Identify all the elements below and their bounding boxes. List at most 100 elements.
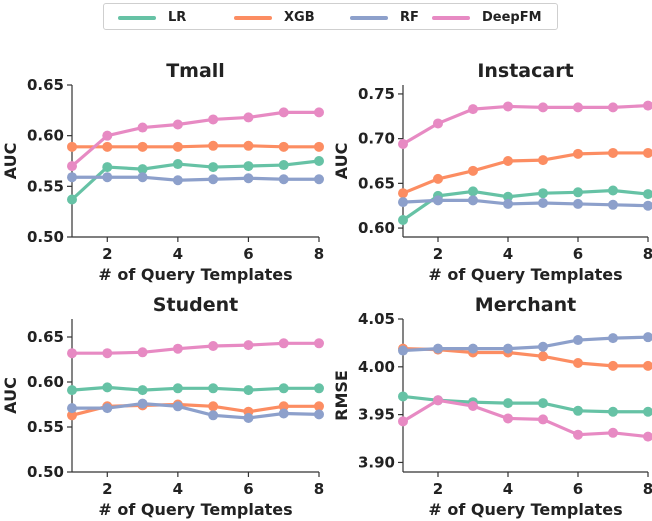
student-point-deepfm: [67, 348, 77, 359]
instacart-point-rf: [503, 198, 513, 209]
merchant-point-xgb: [608, 360, 618, 371]
tmall-point-deepfm: [314, 107, 324, 118]
student-point-deepfm: [243, 340, 254, 351]
student-point-lr: [67, 385, 77, 396]
instacart-point-xgb: [573, 148, 583, 159]
merchant-point-lr: [573, 405, 583, 416]
legend-item-lr: LR: [118, 4, 186, 31]
student-point-lr: [314, 383, 324, 394]
merchant-line-deepfm: [401, 398, 650, 439]
student-line-rf: [70, 402, 321, 420]
merchant-point-xgb: [643, 360, 652, 371]
tmall-ylabel: AUC: [1, 143, 20, 180]
instacart-xlabel: # of Query Templates: [428, 265, 622, 284]
instacart-point-rf: [608, 199, 618, 210]
tmall-ytick-label: 0.55: [27, 177, 64, 195]
legend-label-deepfm: DeepFM: [482, 10, 542, 25]
tmall-point-rf: [137, 172, 148, 183]
student-xtick-label: 6: [243, 480, 253, 498]
student-point-deepfm: [208, 341, 219, 351]
student-point-lr: [243, 385, 254, 396]
student-point-rf: [67, 403, 77, 414]
student-xlabel: # of Query Templates: [98, 500, 292, 519]
student-point-lr: [278, 383, 289, 394]
legend: LR XGB RF DeepFM: [103, 3, 558, 30]
merchant-point-deepfm: [538, 414, 548, 425]
student-point-lr: [172, 383, 183, 394]
student-line-lr: [70, 385, 321, 392]
student-point-rf: [243, 413, 254, 423]
tmall-point-xgb: [172, 141, 183, 152]
student-ytick-label: 0.50: [27, 463, 64, 481]
instacart-xtick-label: 4: [503, 245, 513, 263]
instacart-point-lr: [643, 189, 652, 200]
tmall-xtick-label: 2: [102, 245, 112, 263]
instacart-point-xgb: [643, 147, 652, 158]
tmall-point-rf: [67, 172, 77, 183]
student-point-xgb: [314, 401, 324, 412]
student-point-deepfm: [314, 338, 324, 349]
instacart-point-rf: [643, 200, 652, 211]
merchant-point-rf: [468, 343, 478, 354]
merchant-ytick-label: 3.90: [358, 453, 395, 471]
tmall-point-lr: [172, 159, 183, 170]
tmall-point-xgb: [243, 140, 254, 151]
instacart-point-deepfm: [643, 100, 652, 111]
instacart-point-lr: [398, 215, 408, 226]
instacart-title: Instacart: [477, 60, 573, 82]
instacart-point-deepfm: [608, 102, 618, 113]
tmall-ytick-label: 0.60: [27, 127, 64, 145]
merchant-point-deepfm: [643, 431, 652, 442]
tmall-line-xgb: [70, 144, 321, 149]
tmall-line-deepfm: [70, 110, 321, 168]
tmall-xtick-label: 6: [243, 245, 253, 263]
instacart-ylabel: AUC: [332, 143, 351, 180]
tmall-xlabel: # of Query Templates: [98, 265, 292, 284]
merchant-ytick-label: 3.95: [358, 406, 395, 424]
tmall-point-xgb: [278, 141, 289, 152]
instacart-point-lr: [573, 187, 583, 198]
tmall-point-deepfm: [172, 119, 183, 130]
student-point-xgb: [208, 401, 219, 412]
tmall-point-lr: [314, 156, 324, 166]
merchant-xlabel: # of Query Templates: [428, 500, 622, 519]
tmall-point-lr: [208, 162, 219, 173]
merchant-point-lr: [503, 398, 513, 409]
instacart-point-deepfm: [398, 139, 408, 150]
merchant-point-rf: [433, 343, 443, 354]
merchant-point-rf: [503, 343, 513, 354]
merchant-point-deepfm: [433, 395, 443, 406]
legend-label-rf: RF: [400, 10, 419, 25]
merchant-title: Merchant: [475, 294, 576, 316]
student-xtick-label: 4: [173, 480, 183, 498]
merchant-point-deepfm: [468, 401, 478, 412]
instacart-point-xgb: [398, 188, 408, 199]
legend-swatch-deepfm: [432, 15, 470, 20]
tmall-xtick-label: 8: [314, 245, 324, 263]
instacart-point-rf: [468, 195, 478, 206]
instacart-point-xgb: [433, 173, 443, 184]
student-xtick-label: 8: [314, 480, 324, 498]
instacart-ytick-label: 0.60: [358, 219, 395, 237]
merchant-xtick-label: 8: [643, 480, 652, 498]
tmall-line-rf: [70, 175, 321, 182]
instacart-point-deepfm: [468, 104, 478, 115]
merchant-point-rf: [608, 333, 618, 344]
instacart-point-xgb: [468, 165, 478, 176]
instacart-point-lr: [608, 185, 618, 196]
tmall-point-rf: [278, 174, 289, 185]
merchant-point-xgb: [573, 357, 583, 368]
instacart-ytick-label: 0.70: [358, 130, 395, 148]
student-point-deepfm: [137, 347, 148, 358]
tmall-point-rf: [243, 173, 254, 184]
student-point-lr: [208, 383, 219, 394]
merchant-point-rf: [573, 335, 583, 346]
instacart-ytick-label: 0.75: [358, 85, 395, 103]
merchant-xtick-label: 2: [433, 480, 443, 498]
instacart-point-deepfm: [503, 101, 513, 112]
student-point-rf: [137, 398, 148, 409]
tmall-point-rf: [208, 174, 219, 185]
tmall-point-lr: [243, 161, 254, 172]
instacart-point-xgb: [538, 155, 548, 166]
instacart-xtick-label: 8: [643, 245, 652, 263]
